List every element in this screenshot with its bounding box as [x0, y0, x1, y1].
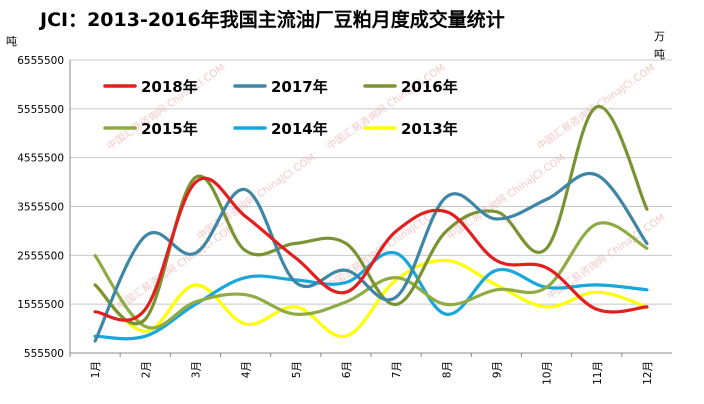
y-tick-label: 4555500 — [17, 153, 64, 165]
x-tick-label: 12月 — [642, 361, 654, 385]
y-axis-ticks: 6555500 5555500 4555500 3555500 2555500 15555… — [17, 55, 64, 360]
y-tick-label: 555500 — [24, 348, 64, 360]
x-tick-label: 2月 — [140, 361, 152, 378]
x-tick-label: 7月 — [391, 361, 403, 378]
legend-label: 2014年 — [271, 120, 328, 138]
x-tick-label: 11月 — [592, 361, 604, 385]
series-line-2013年 — [93, 258, 649, 339]
series-line-2017年 — [93, 171, 649, 343]
x-axis-ticks: 1月 2月 3月 4月 5月 6月 7月 8月 9月 10月 11月 12月 — [69, 353, 654, 385]
x-tick-label: 5月 — [291, 361, 303, 378]
x-tick-label: 6月 — [341, 361, 353, 378]
x-tick-label: 8月 — [441, 361, 453, 378]
watermark-text: 中国汇易咨询网 ChinaJCI.COM — [104, 61, 227, 153]
y-tick-label: 1555500 — [17, 299, 64, 311]
right-unit-label-top: 万 — [654, 30, 665, 43]
series-line-2018年 — [93, 176, 649, 322]
legend-label: 2015年 — [141, 120, 198, 138]
legend: 2018年 2017年 2016年 2015年 2014年 2013年 — [103, 78, 458, 138]
x-tick-label: 10月 — [542, 361, 554, 385]
series-lines — [93, 105, 649, 343]
x-tick-label: 9月 — [491, 361, 503, 378]
y-tick-label: 6555500 — [17, 55, 64, 67]
x-tick-label: 3月 — [190, 361, 202, 378]
x-tick-label: 4月 — [241, 361, 253, 378]
legend-label: 2018年 — [141, 78, 198, 96]
watermark-text: 中国汇易咨询网 ChinaJCI.COM — [324, 61, 447, 153]
legend-label: 2017年 — [271, 78, 328, 96]
x-tick-label: 1月 — [90, 361, 102, 378]
y-tick-label: 5555500 — [17, 104, 64, 116]
chart-title: JCI：2013-2016年我国主流油厂豆粕月度成交量统计 — [38, 8, 505, 31]
y-tick-label: 2555500 — [17, 250, 64, 262]
legend-label: 2013年 — [401, 120, 458, 138]
left-unit-label: 吨 — [6, 35, 17, 48]
y-tick-label: 3555500 — [17, 202, 64, 214]
legend-label: 2016年 — [401, 78, 458, 96]
right-unit-label-bottom: 吨 — [654, 48, 665, 61]
